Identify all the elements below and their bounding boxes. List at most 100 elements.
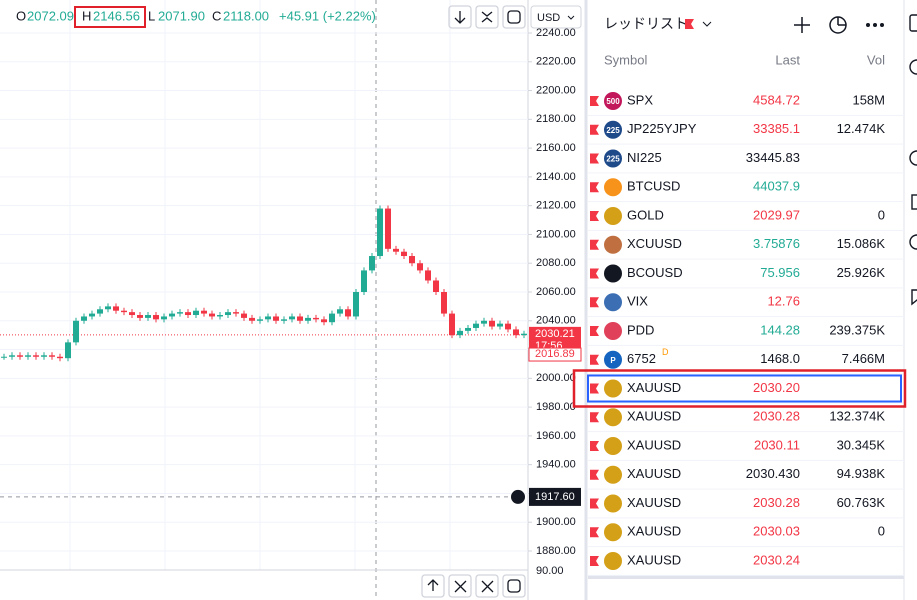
flag bbox=[590, 239, 599, 250]
candle bbox=[217, 315, 223, 317]
vol: 0 bbox=[878, 207, 885, 222]
symbol: NI225 bbox=[627, 150, 662, 165]
watchlist-row[interactable]: 500 SPX 4584.72 158M bbox=[588, 92, 904, 116]
candle bbox=[185, 312, 191, 316]
watchlist-row[interactable]: XAUUSD 2030.20 bbox=[572, 369, 907, 408]
chevron bbox=[567, 15, 575, 20]
y-tick-label: 2220.00 bbox=[536, 56, 576, 68]
currency-select[interactable] bbox=[530, 5, 582, 29]
candle bbox=[161, 316, 167, 320]
volume-tick-label: 90.00 bbox=[536, 565, 564, 577]
right-toolbar bbox=[909, 14, 917, 306]
y-tick-label: 1880.00 bbox=[536, 545, 576, 557]
flag bbox=[590, 527, 599, 538]
close-pane-button[interactable] bbox=[448, 574, 472, 598]
watchlist-row[interactable]: GOLD 2029.97 0 bbox=[588, 207, 904, 231]
watchlist-row[interactable]: BTCUSD 44037.9 bbox=[588, 178, 904, 203]
watchlist-row[interactable]: 225 JP225YJPY 33385.1 12.474K bbox=[588, 120, 904, 145]
watchlist-title[interactable]: レッドリスト bbox=[604, 16, 688, 32]
flag bbox=[590, 326, 599, 336]
vol: 132.374K bbox=[829, 409, 885, 424]
candle bbox=[289, 316, 295, 320]
candle bbox=[57, 356, 63, 359]
crosshair-plus bbox=[511, 489, 525, 504]
y-tick-label: 2120.00 bbox=[536, 200, 576, 212]
y-tick-label: 2040.00 bbox=[536, 315, 576, 327]
scroll-button[interactable] bbox=[448, 5, 472, 29]
watchlist-row[interactable]: 225 NI225 33445.83 bbox=[588, 149, 904, 174]
symbol: GOLD bbox=[627, 207, 664, 222]
last: 75.956 bbox=[760, 265, 800, 280]
up-button[interactable] bbox=[421, 574, 445, 598]
last-price: 2030.21 bbox=[535, 328, 575, 340]
y-tick-label: 2080.00 bbox=[536, 257, 576, 269]
candle bbox=[49, 355, 55, 357]
watchlist-row[interactable]: XAUUSD 2030.11 30.345K bbox=[588, 437, 904, 461]
candle bbox=[313, 317, 319, 320]
candle bbox=[281, 319, 287, 321]
watchlist-row[interactable]: BCOUSD 75.956 25.926K bbox=[588, 264, 904, 289]
icon-text: 225 bbox=[606, 126, 620, 135]
symbol: PDD bbox=[627, 322, 654, 337]
candle bbox=[321, 319, 327, 323]
y-tick-label: 2060.00 bbox=[536, 286, 576, 298]
flag bbox=[590, 153, 599, 164]
candle bbox=[113, 306, 119, 311]
candle bbox=[489, 320, 495, 327]
h-label: H bbox=[82, 8, 91, 23]
candle bbox=[433, 280, 439, 292]
candle bbox=[465, 327, 471, 331]
candle bbox=[409, 256, 415, 264]
reset-button[interactable] bbox=[502, 5, 526, 29]
symbol-icon bbox=[604, 293, 622, 312]
more-button[interactable] bbox=[866, 23, 884, 27]
watchlist-row[interactable]: VIX 12.76 bbox=[588, 293, 904, 318]
candle bbox=[201, 310, 207, 314]
candle bbox=[41, 355, 47, 357]
last: 2029.97 bbox=[753, 207, 800, 222]
vol: 60.763K bbox=[837, 495, 886, 510]
candle bbox=[233, 312, 239, 314]
icon-text: 225 bbox=[606, 155, 620, 164]
collapse-button[interactable] bbox=[475, 5, 499, 29]
badge: D bbox=[662, 347, 669, 357]
candle bbox=[9, 355, 15, 357]
high: 2146.56 bbox=[93, 8, 140, 23]
column-symbol: Symbol bbox=[604, 52, 647, 67]
watchlist-row[interactable]: XAUUSD 2030.430 94.938K bbox=[588, 465, 904, 490]
crosshair-tag bbox=[529, 487, 581, 506]
open: 2072.09 bbox=[27, 8, 74, 23]
symbol-icon bbox=[604, 552, 622, 570]
flag bbox=[590, 211, 599, 221]
y-tick-label: 2100.00 bbox=[536, 228, 576, 240]
icon-text: P bbox=[610, 356, 616, 365]
last: 3.75876 bbox=[753, 236, 800, 251]
watchlist-row[interactable]: XCUUSD 3.75876 15.086K bbox=[588, 235, 904, 260]
watchlist-row[interactable]: XAUUSD 2030.24 bbox=[588, 552, 904, 576]
vol: 158M bbox=[852, 92, 885, 107]
selection bbox=[587, 374, 902, 403]
watchlist-row[interactable]: XAUUSD 2030.03 0 bbox=[588, 523, 904, 548]
last: 2030.20 bbox=[753, 380, 800, 395]
expand-button[interactable] bbox=[475, 574, 499, 598]
candle bbox=[497, 323, 503, 327]
candle bbox=[241, 313, 247, 318]
add-button[interactable] bbox=[794, 17, 810, 33]
candle bbox=[521, 333, 527, 336]
candle bbox=[121, 310, 127, 313]
symbol: XAUUSD bbox=[627, 409, 681, 424]
watchlist-row[interactable]: XAUUSD 2030.28 60.763K bbox=[588, 494, 904, 519]
candle bbox=[137, 315, 143, 318]
y-tick-label: 2160.00 bbox=[536, 142, 576, 154]
watchlist-row[interactable]: PDD 144.28 239.375K bbox=[588, 322, 904, 346]
watchlist-row[interactable]: P 6752 D 1468.0 7.466M bbox=[588, 347, 904, 375]
symbol-icon bbox=[604, 523, 622, 542]
candle bbox=[153, 315, 159, 320]
last: 2030.430 bbox=[746, 466, 800, 481]
maximize-button[interactable] bbox=[502, 574, 526, 598]
candle bbox=[129, 312, 135, 316]
flag bbox=[590, 297, 599, 308]
flag bbox=[590, 469, 599, 480]
watchlist-row[interactable]: XAUUSD 2030.28 132.374K bbox=[588, 408, 904, 433]
